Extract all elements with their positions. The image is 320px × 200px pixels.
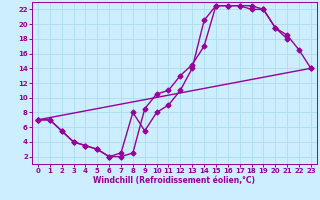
X-axis label: Windchill (Refroidissement éolien,°C): Windchill (Refroidissement éolien,°C) <box>93 176 255 185</box>
